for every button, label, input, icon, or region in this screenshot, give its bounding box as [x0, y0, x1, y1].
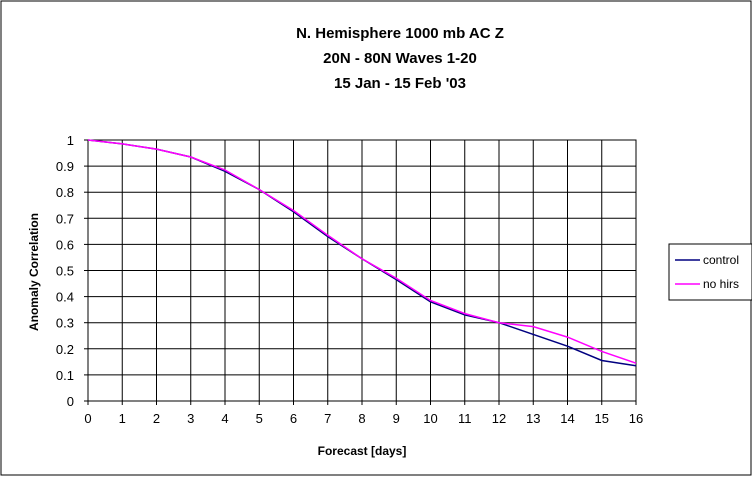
x-tick-label: 15	[595, 411, 609, 426]
grid-lines	[88, 140, 636, 401]
x-tick-label: 16	[629, 411, 643, 426]
legend-box	[668, 243, 752, 301]
y-tick-label: 1	[67, 133, 74, 148]
legend-label-no-hirs: no hirs	[703, 277, 739, 291]
x-tick-label: 9	[393, 411, 400, 426]
x-tick-label: 13	[526, 411, 540, 426]
series-lines	[87, 139, 637, 367]
chart-title-line-3: 15 Jan - 15 Feb '03	[334, 75, 466, 92]
x-axis-ticks: 0 1 2 3 4 5 6 7 8 9 10 11 12 13 14 15 16	[84, 401, 643, 426]
legend: control no hirs	[668, 243, 752, 301]
x-tick-label: 14	[560, 411, 574, 426]
y-tick-label: 0.6	[56, 237, 74, 252]
y-tick-label: 0	[67, 394, 74, 409]
x-tick-label: 1	[119, 411, 126, 426]
y-tick-label: 0.9	[56, 159, 74, 174]
x-tick-label: 3	[187, 411, 194, 426]
y-tick-label: 0.1	[56, 368, 74, 383]
x-tick-label: 2	[153, 411, 160, 426]
x-tick-label: 7	[324, 411, 331, 426]
x-tick-label: 11	[458, 411, 472, 426]
y-tick-label: 0.8	[56, 185, 74, 200]
chart-title-line-2: 20N - 80N Waves 1-20	[323, 50, 477, 67]
x-tick-label: 12	[492, 411, 506, 426]
y-axis-ticks: 0 0.1 0.2 0.3 0.4 0.5 0.6 0.7 0.8 0.9 1	[56, 133, 88, 409]
y-tick-label: 0.2	[56, 342, 74, 357]
x-tick-label: 6	[290, 411, 297, 426]
legend-label-control: control	[703, 253, 739, 267]
y-axis-title: Anomaly Correlation	[27, 213, 41, 331]
series-line-no-hirs	[87, 139, 637, 364]
x-tick-label: 10	[423, 411, 437, 426]
x-tick-label: 4	[221, 411, 228, 426]
x-tick-label: 8	[358, 411, 365, 426]
chart-title-line-1: N. Hemisphere 1000 mb AC Z	[296, 25, 504, 42]
y-tick-label: 0.3	[56, 316, 74, 331]
x-tick-label: 0	[84, 411, 91, 426]
y-tick-label: 0.7	[56, 211, 74, 226]
x-axis-title: Forecast [days]	[318, 444, 407, 458]
y-tick-label: 0.5	[56, 264, 74, 279]
x-tick-label: 5	[256, 411, 263, 426]
y-tick-label: 0.4	[56, 290, 74, 305]
